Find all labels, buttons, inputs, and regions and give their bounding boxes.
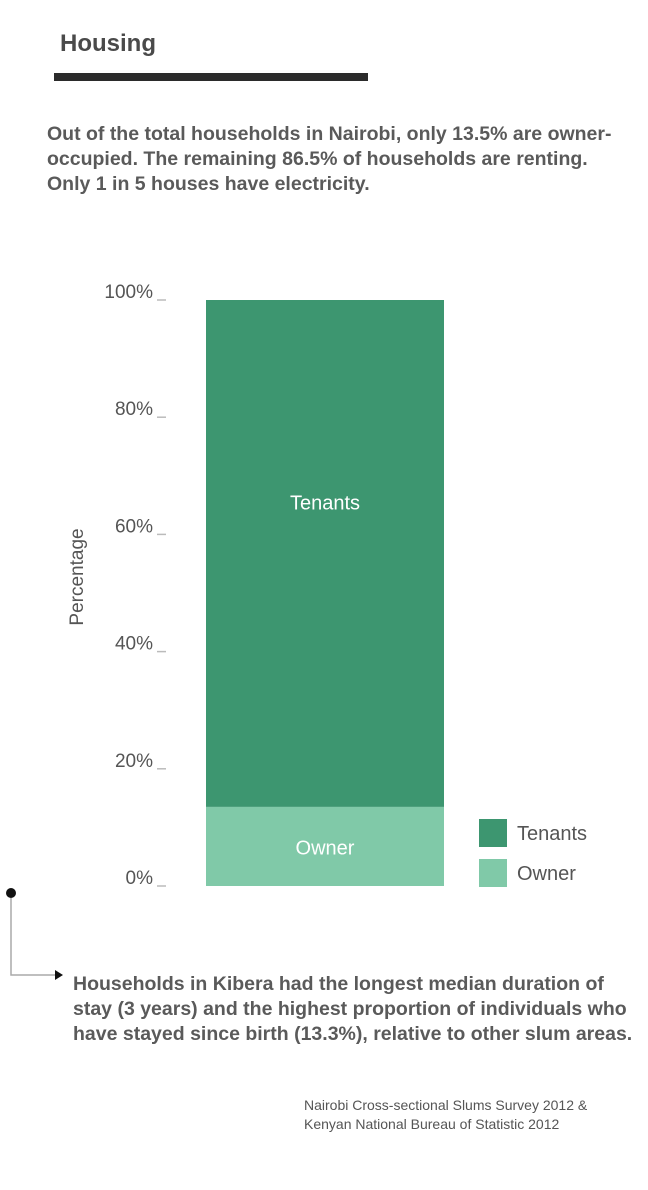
legend: Tenants Owner (479, 819, 587, 887)
y-axis-title: Percentage (67, 528, 88, 625)
intro-text: Out of the total households in Nairobi, … (47, 123, 612, 195)
bar-segment-tenants (206, 300, 444, 807)
legend-swatch (479, 819, 507, 847)
y-tick-label: 60% (115, 516, 153, 537)
legend-swatch (479, 859, 507, 887)
bar-segment-owner (206, 806, 444, 886)
annotation-arrow-icon (55, 970, 63, 980)
stacked-bar-chart: 0%20%40%60%80%100% Percentage OwnerTenan… (6, 282, 587, 980)
source-credit: Nairobi Cross-sectional Slums Survey 201… (304, 1096, 644, 1134)
bar-group: Owner Tenants (206, 300, 444, 886)
annotation-dot (6, 888, 16, 898)
y-tick-label: 80% (115, 399, 153, 420)
y-tick-label: 20% (115, 751, 153, 772)
annotation-line (10, 898, 56, 976)
bar-segment-label: Owner (296, 837, 355, 859)
y-axis: 0% 20% 40% 60% 80% 100% (104, 282, 166, 889)
y-tick-label: 100% (104, 282, 153, 303)
annotation-text: Households in Kibera had the longest med… (73, 973, 633, 1045)
page-title: Housing (60, 30, 156, 57)
source-line-1: Nairobi Cross-sectional Slums Survey 201… (304, 1097, 588, 1113)
annotation-connector (6, 888, 63, 980)
legend-label: Tenants (517, 823, 587, 845)
source-line-2: Kenyan National Bureau of Statistic 2012 (304, 1116, 560, 1132)
y-tick-label: 40% (115, 634, 153, 655)
legend-label: Owner (517, 863, 576, 885)
title-underline (54, 73, 368, 81)
bar-segment-label: Tenants (290, 492, 360, 514)
y-tick-label: 0% (126, 868, 154, 889)
